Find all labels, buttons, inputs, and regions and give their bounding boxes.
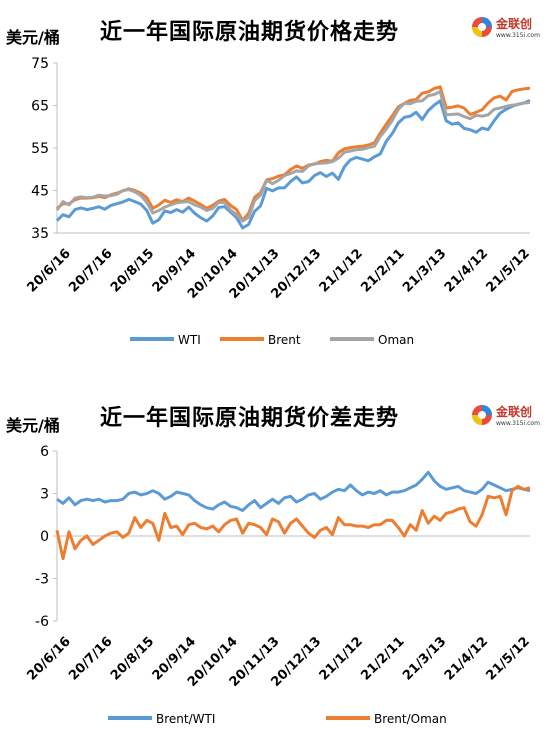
x-tick-label: 21/1/12 [317, 634, 366, 683]
x-tick-label: 21/1/12 [317, 246, 366, 295]
x-tick-label: 21/3/13 [400, 634, 449, 683]
y-tick-label: -3 [35, 572, 49, 588]
x-tick-label: 20/7/16 [66, 246, 115, 295]
logo-name: 金联创 [496, 17, 533, 31]
logo-icon [472, 405, 492, 425]
y-tick-label: 3 [40, 487, 49, 503]
y-tick-label: 75 [31, 56, 49, 72]
spread-unit-label: 美元/桶 [6, 416, 60, 435]
y-tick-label: 0 [40, 529, 49, 545]
y-tick-label: -6 [35, 614, 49, 630]
x-tick-label: 21/5/12 [484, 634, 533, 683]
x-tick-label: 21/4/12 [442, 634, 491, 683]
x-tick-label: 20/8/15 [108, 634, 157, 683]
logo-name: 金联创 [496, 405, 533, 419]
price-unit-label: 美元/桶 [6, 28, 60, 47]
series-line-wti [55, 99, 531, 230]
y-tick-label: 55 [31, 141, 49, 157]
series-line-brent-wti [56, 470, 531, 512]
price-chart-panel: 35 45 55 65 75 20/6/16 20/7/16 20/8/15 20/9/14 20… [6, 12, 542, 347]
legend-label: Brent/WTI [156, 712, 215, 726]
logo-url: www.315i.com [496, 420, 540, 427]
y-tick-label: 35 [31, 226, 49, 242]
logo-url: www.315i.com [496, 32, 540, 39]
legend-label: Brent [268, 333, 301, 347]
x-tick-label: 20/7/16 [66, 634, 115, 683]
x-tick-label: 21/3/13 [400, 246, 449, 295]
y-tick-label: 6 [40, 444, 49, 460]
spread-chart-panel: 6 3 0 -3 -6 20/6/16 20/7/16 20/8/15 20/9/14 20/10… [0, 372, 552, 742]
legend-label: WTI [178, 333, 201, 347]
x-tick-label: 21/4/12 [442, 246, 491, 295]
logo: 金联创 www.315i.com [470, 400, 542, 436]
spread-chart-svg: 630-3-620/6/1620/7/1620/8/1520/9/1420/10… [25, 444, 533, 726]
y-tick-label: 45 [31, 184, 49, 200]
price-chart-title: 近一年国际原油期货价格走势 [100, 20, 400, 45]
x-tick-label: 21/2/11 [358, 634, 407, 683]
x-tick-label: 21/2/11 [358, 246, 407, 295]
logo: 金联创 www.315i.com [470, 12, 542, 48]
y-tick-label: 65 [31, 99, 49, 115]
spread-chart-title: 近一年国际原油期货价差走势 [100, 406, 400, 431]
logo-icon [472, 17, 492, 37]
price-chart-svg: 354555657520/6/1620/7/1620/8/1520/9/1420… [25, 56, 533, 347]
legend-label: Oman [378, 333, 414, 347]
x-tick-label: 21/5/12 [484, 246, 533, 295]
legend-label: Brent/Oman [374, 712, 447, 726]
x-tick-label: 20/6/16 [25, 246, 74, 295]
series-line-brent-oman [55, 484, 531, 561]
x-tick-label: 20/6/16 [25, 634, 74, 683]
series-line-oman [55, 90, 531, 223]
x-tick-label: 20/8/15 [108, 246, 157, 295]
